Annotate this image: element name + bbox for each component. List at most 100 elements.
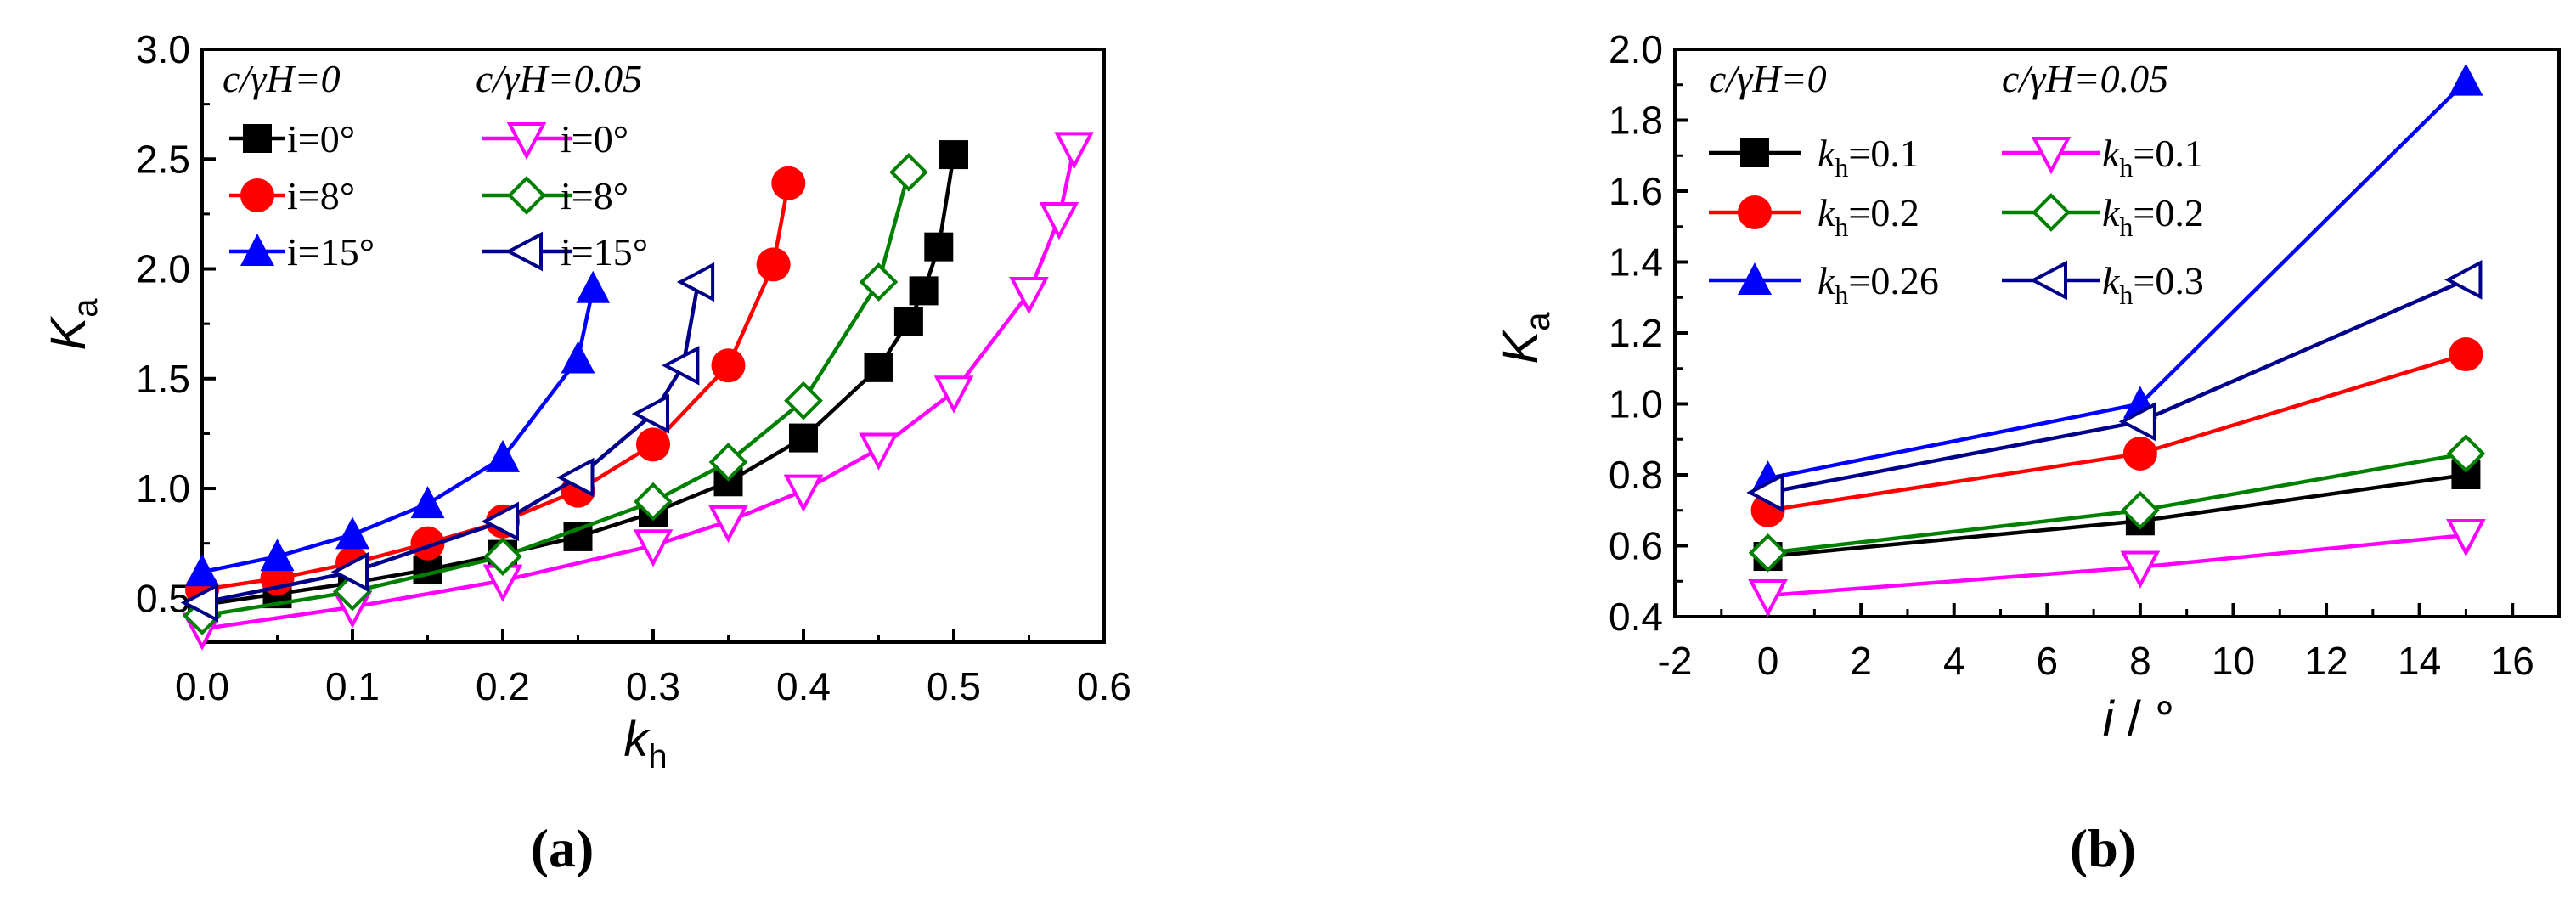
y-tick-label: 1.5: [136, 357, 190, 401]
y-tick-label: 1.2: [1609, 311, 1663, 355]
y-tick-label: 0.6: [1609, 524, 1663, 568]
x-tick-label: 0.1: [325, 664, 380, 708]
data-point: [859, 262, 899, 302]
legend-header: c/γH=0: [1709, 57, 1827, 100]
x-tick-label: 12: [2304, 639, 2348, 683]
legend-label: kh=0.1: [1818, 132, 1919, 183]
legend-label: i=8°: [561, 174, 628, 217]
data-point: [756, 247, 791, 282]
series-2: [1750, 63, 2483, 494]
y-tick-label: 1.8: [1609, 99, 1663, 143]
legend-marker: [1738, 195, 1772, 229]
series-5: [1746, 260, 2483, 513]
data-point: [2118, 402, 2156, 442]
x-tick-label: 4: [1943, 639, 1965, 683]
data-point: [556, 457, 595, 498]
legend-label-value: =0.1: [1848, 132, 1919, 175]
data-point: [486, 439, 520, 472]
data-point: [859, 432, 899, 471]
data-point: [185, 554, 219, 587]
legend-label: kh=0.1: [2102, 132, 2204, 183]
data-point: [633, 529, 674, 567]
data-point: [2120, 550, 2161, 589]
series-5: [180, 262, 715, 623]
legend-label-value: =0.1: [2133, 132, 2203, 175]
legend-marker: [240, 234, 274, 266]
legend-label-main: k: [1818, 259, 1836, 302]
y-tick-label: 2.5: [136, 137, 190, 181]
series-4: [183, 152, 928, 635]
legend-marker: [504, 231, 543, 272]
data-point: [1748, 533, 1788, 573]
x-axis-label-main: i: [2103, 691, 2116, 747]
series-0: [1753, 460, 2481, 572]
legend-label-main: k: [1818, 132, 1836, 175]
y-tick-label: 0.8: [1609, 453, 1663, 497]
y-tick-label: 2.0: [136, 247, 190, 291]
legend-label-value: =0.3: [2133, 259, 2203, 302]
y-axis-label: Ka: [1493, 312, 1557, 364]
legend-label: kh=0.26: [1818, 259, 1939, 310]
y-tick-label: 1.0: [136, 466, 190, 511]
chart-panel-a: 0.0 0.1 0.2 0.3 0.4 0.5 0.6 0.5 1.0 1.5 2.0 2.5 3.0 K…: [41, 27, 1131, 878]
data-point: [1009, 276, 1049, 315]
legend-label-main: k: [2102, 191, 2121, 234]
legend-label: i=8°: [287, 174, 355, 217]
legend-label-value: =0.26: [1848, 259, 1938, 302]
x-axis-label: i / °: [2103, 691, 2174, 747]
data-point: [631, 393, 669, 434]
panel-label: (a): [531, 818, 595, 878]
data-point: [789, 423, 818, 453]
data-point: [410, 486, 445, 519]
legend-marker: [2029, 260, 2067, 301]
legend-label-sub: h: [1835, 152, 1848, 183]
legend-marker: [506, 122, 547, 161]
legend-label-value: =0.2: [1848, 191, 1919, 234]
x-tick-label: 16: [2491, 639, 2534, 683]
data-point: [576, 270, 611, 303]
y-axis-label: Ka: [41, 298, 104, 351]
x-axis-label: kh: [623, 712, 667, 776]
legend-label: kh=0.3: [2102, 259, 2204, 310]
y-axis-label-main: K: [1493, 329, 1548, 364]
y-tick-label: 1.0: [1609, 382, 1663, 426]
data-point: [924, 232, 954, 262]
y-tick-label: 0.4: [1609, 595, 1663, 639]
data-point: [2446, 434, 2486, 473]
series-4: [1748, 434, 2486, 573]
legend-header: c/γH=0: [223, 57, 341, 100]
data-point: [909, 276, 939, 306]
panel-label: (b): [2070, 818, 2136, 878]
legend-header: c/γH=0.05: [476, 57, 642, 100]
data-point: [711, 348, 746, 383]
x-tick-label: 8: [2129, 639, 2151, 683]
x-tick-label: -2: [1658, 639, 1693, 683]
x-tick-label: 6: [2037, 639, 2059, 683]
x-axis-label-main: k: [623, 712, 651, 767]
x-tick-label: 14: [2398, 639, 2441, 683]
y-tick-label: 1.4: [1609, 240, 1663, 285]
y-axis-label-sub: a: [67, 298, 104, 318]
legend-label-sub: h: [2119, 152, 2133, 183]
data-point: [410, 526, 445, 561]
x-tick-label: 0.4: [776, 664, 831, 708]
y-axis-label-main: K: [41, 315, 96, 350]
data-point: [481, 501, 519, 542]
data-point: [933, 375, 974, 414]
data-point: [2122, 436, 2157, 471]
data-point: [636, 427, 670, 462]
data-point: [2449, 337, 2483, 372]
legend-label: i=15°: [561, 230, 648, 274]
legend-marker: [2032, 193, 2071, 232]
data-point: [330, 551, 369, 592]
data-point: [783, 474, 824, 512]
data-point: [708, 505, 748, 544]
series-2: [185, 270, 611, 587]
legend: c/γH=0 c/γH=0.05kh=0.1kh=0.2kh=0.26kh=0.1…: [1709, 57, 2204, 310]
x-tick-label: 0.6: [1077, 664, 1131, 708]
x-tick-label: 0.3: [626, 664, 680, 708]
legend-marker: [243, 124, 272, 153]
legend-label-value: =0.2: [2133, 191, 2203, 234]
legend-label: i=0°: [287, 117, 355, 161]
